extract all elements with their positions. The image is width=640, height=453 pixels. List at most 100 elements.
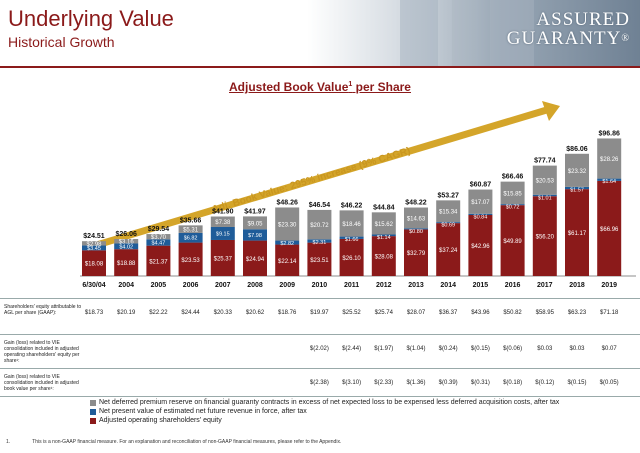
row-divider	[0, 334, 640, 335]
table-cell: $58.95	[535, 310, 554, 316]
bar-deferred	[371, 212, 396, 235]
legend-label: Adjusted operating shareholders' equity	[99, 417, 222, 424]
bar-equity	[468, 214, 493, 276]
x-tick-label: 2011	[344, 282, 359, 289]
footnote: 1. This is a non-GAAP financial measure. …	[6, 439, 341, 445]
chart-title-text: Adjusted Book Value	[229, 80, 349, 94]
table-cell: $(0.39)	[438, 380, 458, 386]
label-deferred: $23.30	[278, 223, 297, 229]
bar-equity	[532, 196, 557, 276]
bar-present-value	[146, 239, 171, 246]
label-total: $41.97	[244, 208, 266, 215]
x-tick-label: 6/30/04	[82, 282, 105, 289]
legend-swatch	[90, 399, 96, 406]
table-cell: $50.82	[503, 310, 522, 316]
bar-present-value	[565, 186, 589, 190]
label-equity: $42.96	[471, 244, 490, 250]
bar-deferred	[532, 165, 557, 195]
x-tick-label: 2013	[408, 282, 424, 289]
label-deferred: $7.38	[215, 220, 231, 226]
legend-label: Net present value of estimated net futur…	[99, 408, 307, 415]
bar-deferred	[114, 238, 139, 244]
label-present-value: $1.66	[345, 237, 359, 243]
label-total: $35.66	[180, 217, 202, 224]
label-total: $46.22	[341, 202, 363, 209]
legend-swatch	[90, 417, 96, 424]
x-tick-label: 2018	[569, 282, 585, 289]
bar-equity	[404, 229, 428, 276]
page-subtitle: Historical Growth	[8, 34, 115, 50]
table-row: Gain (loss) related to VIE consolidation…	[0, 334, 640, 368]
label-present-value: $1.01	[538, 195, 552, 201]
bar-present-value	[243, 229, 267, 241]
bar-equity	[597, 180, 622, 276]
label-deferred: $20.72	[310, 223, 329, 229]
x-tick-label: 2014	[440, 282, 456, 289]
bar-equity	[436, 223, 461, 276]
bar-present-value	[532, 194, 557, 197]
table-cell: $(1.04)	[406, 346, 426, 352]
label-deferred: $28.26	[600, 157, 619, 163]
bar-equity	[371, 236, 396, 276]
row-divider	[0, 368, 640, 369]
bar-deferred	[468, 189, 493, 214]
label-total: $29.54	[148, 226, 170, 233]
table-cell: $22.22	[149, 310, 168, 316]
bar-equity	[178, 242, 203, 276]
label-present-value: $6.82	[184, 236, 198, 242]
bar-equity	[307, 242, 332, 276]
bar-deferred	[275, 207, 300, 241]
bar-deferred	[307, 209, 332, 240]
row-label: Gain (loss) related to VIE consolidation…	[4, 340, 80, 364]
label-deferred: $14.63	[407, 216, 426, 222]
label-total: $44.84	[373, 204, 395, 211]
growth-arrow-head	[542, 101, 560, 121]
building-graphic	[400, 0, 438, 66]
bar-present-value	[500, 204, 525, 206]
x-tick-label: 2015	[473, 282, 489, 289]
table-cell: $(0.18)	[503, 380, 523, 386]
header-divider	[0, 66, 640, 68]
label-total: $48.22	[405, 200, 427, 207]
label-equity: $23.53	[181, 258, 200, 264]
table-row: Shareholders' equity attributable to AGL…	[0, 298, 640, 334]
row-label: Shareholders' equity attributable to AGL…	[4, 304, 82, 316]
bar-deferred	[146, 234, 171, 240]
table-cell: $24.44	[181, 310, 200, 316]
bar-equity	[339, 238, 364, 276]
table-cell: $(0.24)	[438, 346, 458, 352]
bar-deferred	[339, 210, 364, 237]
growth-arrow-shaft	[88, 105, 552, 251]
logo-line2: GUARANTY	[506, 28, 622, 49]
label-deferred: $15.85	[503, 191, 522, 197]
table-cell: $28.07	[406, 310, 426, 316]
bar-present-value	[210, 226, 235, 240]
bar-equity	[114, 249, 139, 276]
bar-deferred	[404, 207, 428, 229]
table-cell: $(3.10)	[342, 380, 362, 386]
label-equity: $37.24	[439, 248, 458, 254]
bar-present-value	[178, 232, 203, 243]
legend: Net deferred premium reserve on financia…	[90, 398, 559, 425]
label-present-value: $4.02	[119, 244, 133, 250]
label-equity: $61.17	[568, 231, 587, 237]
table-cell: $71.18	[600, 310, 619, 316]
label-deferred: $3.16	[119, 240, 135, 246]
table-cell: $(0.05)	[599, 380, 619, 386]
bar-equity	[243, 240, 267, 276]
label-equity: $49.89	[503, 239, 522, 245]
x-tick-label: 2016	[505, 282, 521, 289]
label-total: $24.51	[83, 233, 105, 240]
label-present-value: $1.14	[377, 235, 391, 241]
label-equity: $22.14	[278, 259, 297, 265]
bar-present-value	[597, 178, 622, 181]
bar-present-value	[114, 243, 139, 250]
bar-present-value	[436, 222, 461, 224]
label-equity: $18.08	[85, 262, 104, 268]
legend-item: Net deferred premium reserve on financia…	[90, 398, 559, 407]
legend-item: Net present value of estimated net futur…	[90, 407, 559, 416]
label-deferred: $20.53	[536, 179, 555, 185]
x-tick-label: 2012	[376, 282, 392, 289]
label-equity: $25.37	[214, 256, 233, 262]
table-cell: $(1.97)	[374, 346, 394, 352]
